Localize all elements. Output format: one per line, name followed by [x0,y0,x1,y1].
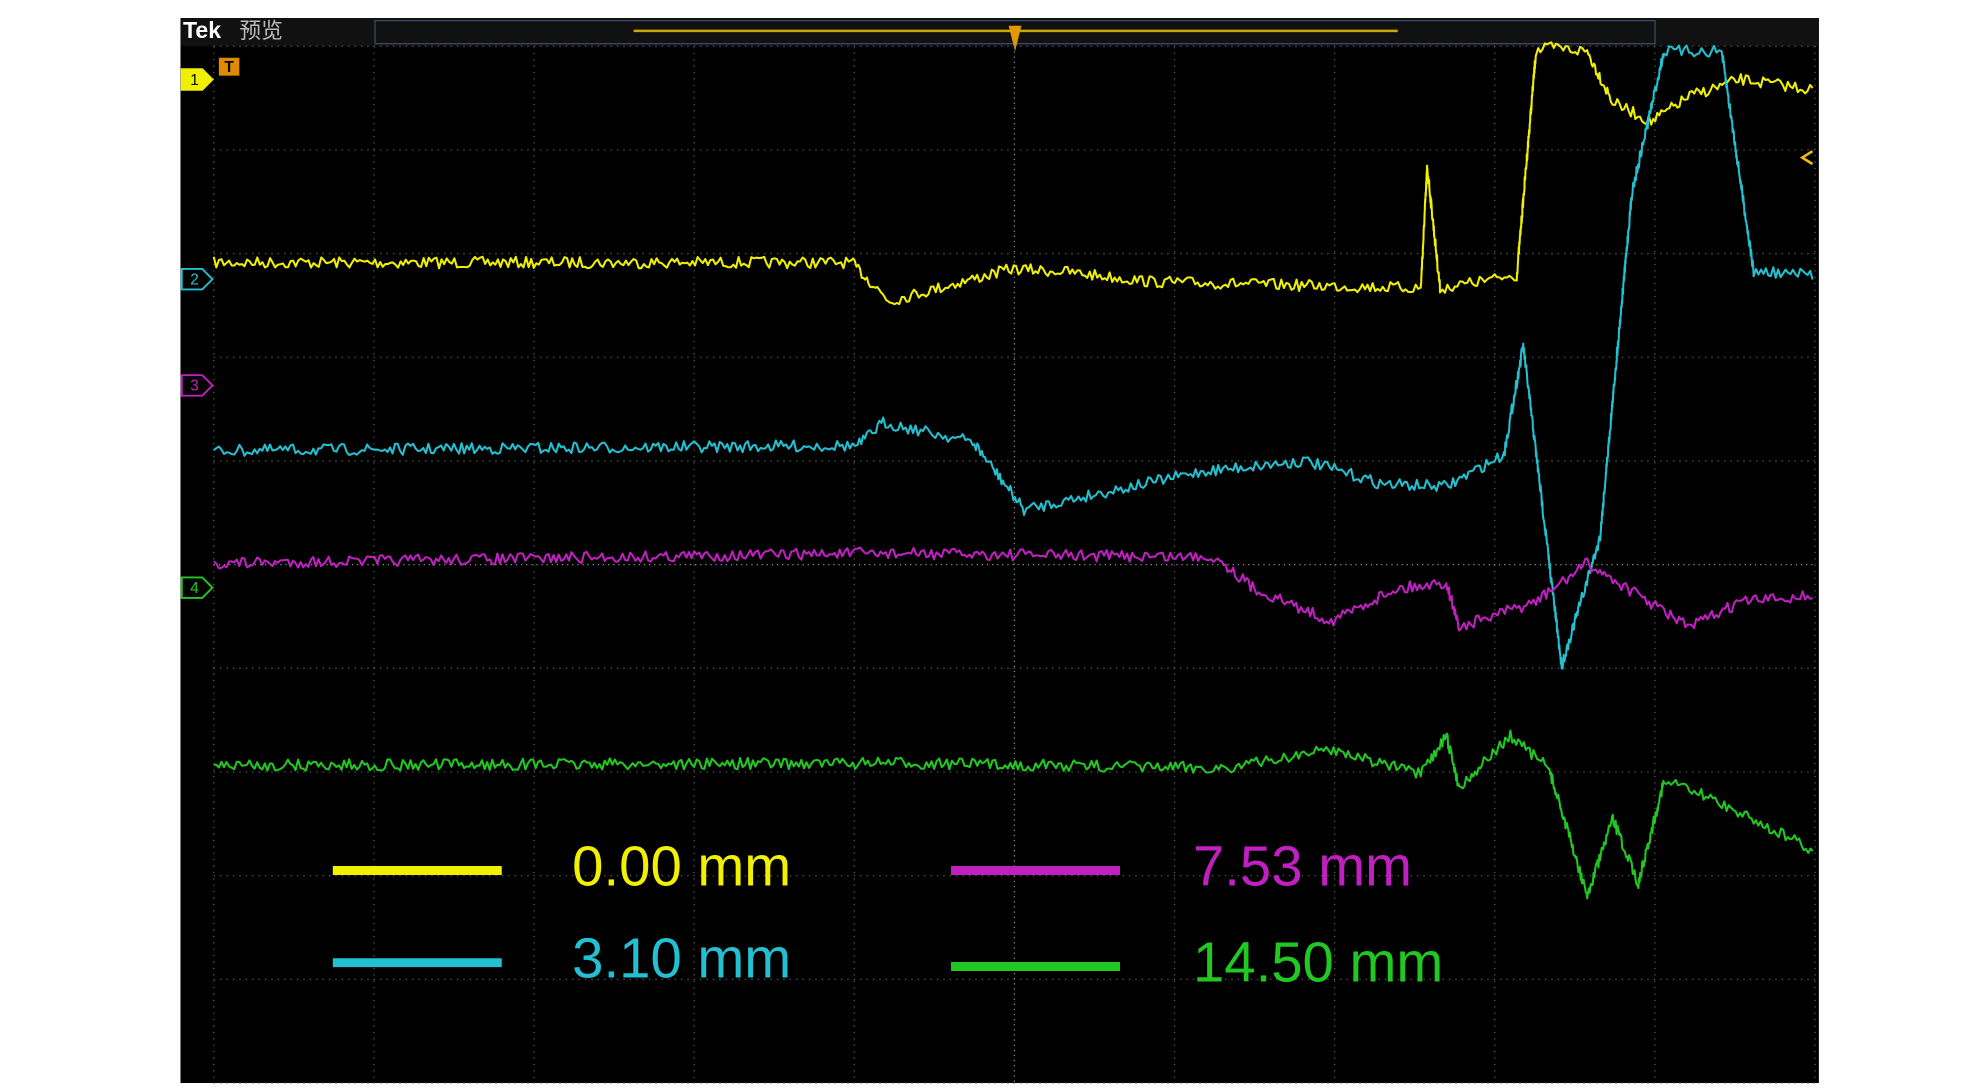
waveform [213,44,1814,670]
screen [180,18,1819,1084]
channel-marker-label: 2 [190,272,199,289]
channel-markers: 1 2 3 4 [180,68,214,599]
trigger-marker: T [224,59,234,76]
waveform [213,546,1813,632]
mode: 预览 [239,18,282,43]
legend: 0.00 mm 3.10 mm 7.53 mm 14.50 mm [332,834,1443,993]
channel-marker [180,68,214,91]
waveform [212,41,1814,306]
traces [212,41,1814,900]
trigger-position [1008,25,1022,52]
graticule [213,45,1816,1084]
trigger-level [1799,150,1814,166]
legend-label: 3.10 mm [572,927,791,990]
channel-marker [180,267,214,291]
channel-marker [180,374,214,397]
waveform [213,729,1814,900]
legend-label: 0.00 mm [572,834,791,897]
channel-marker-label: 1 [190,72,199,89]
legend-label: 7.53 mm [1193,834,1412,897]
trigger-marker-box [218,57,240,76]
channel-marker-label: 4 [190,580,199,597]
brand: Tek [183,17,221,43]
legend-label: 14.50 mm [1193,930,1443,993]
channel-marker-label: 3 [190,378,199,395]
channel-marker [180,576,214,599]
